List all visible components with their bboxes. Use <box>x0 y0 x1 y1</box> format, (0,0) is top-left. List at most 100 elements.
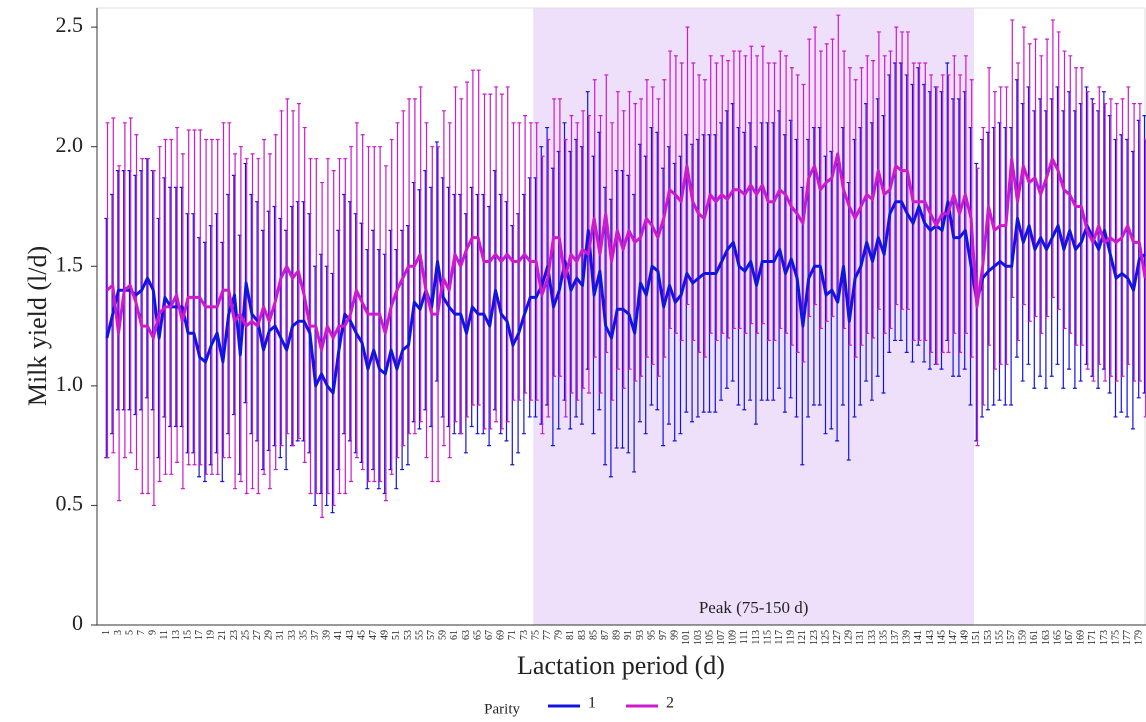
x-tick-label: 101 <box>681 630 692 645</box>
x-tick-label: 129 <box>844 630 855 645</box>
x-tick-label: 123 <box>809 630 820 645</box>
x-tick-label: 165 <box>1052 630 1063 645</box>
x-tick-label: 45 <box>356 630 367 640</box>
x-tick-label: 29 <box>264 630 275 640</box>
series-line <box>105 152 1146 352</box>
x-tick-label: 67 <box>484 630 495 640</box>
x-tick-label: 81 <box>565 630 576 640</box>
x-tick-label: 121 <box>797 630 808 645</box>
x-tick-label: 71 <box>507 630 518 640</box>
x-tick-label: 75 <box>530 630 541 640</box>
x-tick-label: 13 <box>171 630 182 640</box>
x-tick-label: 167 <box>1064 630 1075 645</box>
x-tick-label: 171 <box>1087 630 1098 645</box>
x-tick-label: 33 <box>287 630 298 640</box>
x-tick-label: 47 <box>368 630 379 640</box>
x-tick-label: 143 <box>925 630 936 645</box>
x-tick-label: 41 <box>333 630 344 640</box>
y-tick-label: 1.5 <box>56 251 84 276</box>
x-tick-label: 173 <box>1099 630 1110 645</box>
x-tick-label: 163 <box>1041 630 1052 645</box>
x-tick-label: 103 <box>693 630 704 645</box>
y-tick-label: 0 <box>72 610 83 635</box>
x-tick-label: 87 <box>600 630 611 640</box>
x-tick-label: 39 <box>322 630 333 640</box>
x-tick-label: 17 <box>194 630 205 640</box>
peak-label: Peak (75-150 d) <box>699 598 809 617</box>
x-tick-label: 49 <box>380 630 391 640</box>
x-tick-label: 105 <box>704 630 715 645</box>
series-line <box>105 200 1146 395</box>
x-tick-label: 175 <box>1110 630 1121 645</box>
x-tick-label: 179 <box>1134 630 1145 645</box>
y-tick-label: 2.0 <box>56 132 84 157</box>
legend-label: 2 <box>666 695 674 712</box>
x-tick-label: 131 <box>855 630 866 645</box>
x-tick-label: 23 <box>229 630 240 640</box>
x-tick-label: 63 <box>461 630 472 640</box>
y-axis-label: Milk yield (l/d) <box>23 246 52 406</box>
y-tick-label: 1.0 <box>56 371 84 396</box>
x-tick-label: 155 <box>994 630 1005 645</box>
x-tick-label: 51 <box>391 630 402 640</box>
x-tick-label: 99 <box>670 630 681 640</box>
x-tick-label: 43 <box>345 630 356 640</box>
x-tick-label: 115 <box>762 630 773 645</box>
x-tick-label: 97 <box>658 630 669 640</box>
x-tick-label: 147 <box>948 630 959 645</box>
x-tick-label: 91 <box>623 630 634 640</box>
x-tick-label: 93 <box>635 630 646 640</box>
x-tick-label: 5 <box>124 630 135 635</box>
x-tick-label: 159 <box>1018 630 1029 645</box>
x-tick-label: 137 <box>890 630 901 645</box>
x-tick-label: 73 <box>519 630 530 640</box>
x-tick-label: 127 <box>832 630 843 645</box>
x-tick-label: 21 <box>217 630 228 640</box>
x-tick-label: 15 <box>182 630 193 640</box>
x-tick-label: 31 <box>275 630 286 640</box>
x-tick-label: 69 <box>496 630 507 640</box>
x-tick-label: 141 <box>913 630 924 645</box>
x-tick-label: 89 <box>612 630 623 640</box>
x-tick-label: 125 <box>820 630 831 645</box>
x-tick-label: 35 <box>298 630 309 640</box>
x-axis-label: Lactation period (d) <box>517 651 725 680</box>
x-tick-label: 149 <box>960 630 971 645</box>
legend-label: 1 <box>588 695 596 712</box>
x-tick-label: 161 <box>1029 630 1040 645</box>
x-tick-label: 151 <box>971 630 982 645</box>
x-tick-label: 57 <box>426 630 437 640</box>
x-tick-label: 113 <box>751 630 762 645</box>
x-tick-label: 119 <box>786 630 797 645</box>
y-tick-label: 2.5 <box>56 12 84 37</box>
x-tick-label: 9 <box>148 630 159 635</box>
x-tick-label: 83 <box>577 630 588 640</box>
x-tick-label: 153 <box>983 630 994 645</box>
x-tick-label: 1 <box>101 630 112 635</box>
x-tick-label: 11 <box>159 630 170 640</box>
x-tick-label: 85 <box>588 630 599 640</box>
x-tick-label: 109 <box>728 630 739 645</box>
x-tick-label: 7 <box>136 630 147 635</box>
x-tick-label: 79 <box>554 630 565 640</box>
x-tick-label: 95 <box>646 630 657 640</box>
legend-title: Parity <box>484 701 520 717</box>
x-tick-label: 77 <box>542 630 553 640</box>
x-tick-label: 19 <box>206 630 217 640</box>
x-tick-label: 111 <box>739 630 750 644</box>
x-tick-label: 177 <box>1122 630 1133 645</box>
x-tick-label: 53 <box>403 630 414 640</box>
x-tick-label: 61 <box>449 630 460 640</box>
x-tick-label: 59 <box>438 630 449 640</box>
x-tick-label: 107 <box>716 630 727 645</box>
x-tick-label: 65 <box>472 630 483 640</box>
x-tick-label: 133 <box>867 630 878 645</box>
x-tick-label: 139 <box>902 630 913 645</box>
x-tick-label: 55 <box>414 630 425 640</box>
y-tick-label: 0.5 <box>56 490 84 515</box>
x-tick-label: 157 <box>1006 630 1017 645</box>
x-tick-label: 3 <box>113 630 124 635</box>
x-tick-label: 37 <box>310 630 321 640</box>
